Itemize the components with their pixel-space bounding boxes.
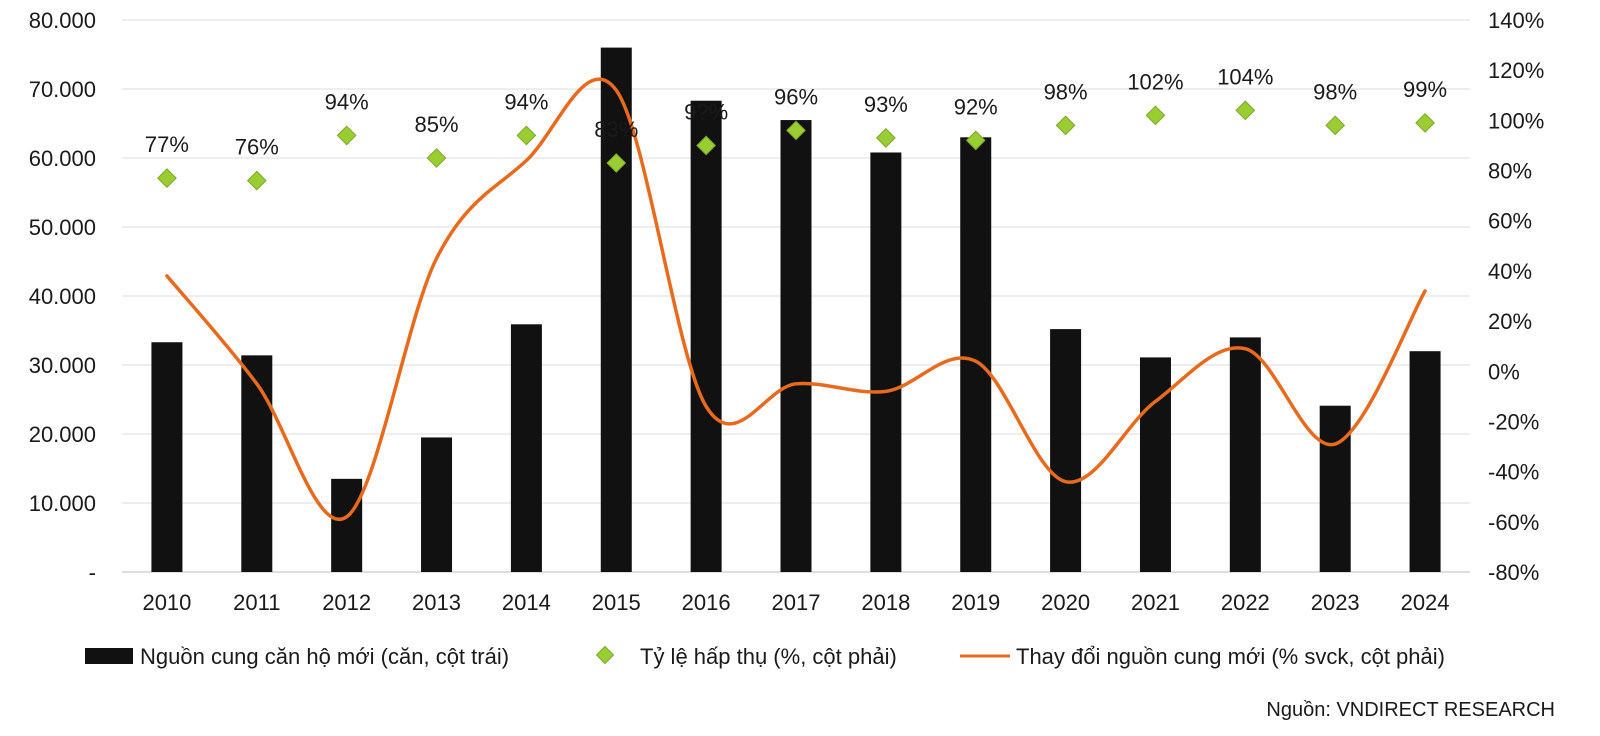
source-note: Nguồn: VNDIRECT RESEARCH [1266, 699, 1555, 721]
bar [1319, 405, 1351, 572]
scatter-point [875, 128, 896, 148]
data-label: 93% [864, 92, 908, 117]
data-label: 99% [1403, 77, 1447, 102]
bar [1050, 329, 1082, 572]
legend-scatter-label: Tỷ lệ hấp thụ (%, cột phải) [640, 644, 897, 669]
bar [421, 437, 453, 572]
scatter-point [1055, 115, 1076, 136]
right-tick-label: -40% [1488, 460, 1539, 485]
bar [690, 100, 722, 572]
data-label: 98% [1044, 79, 1088, 104]
line-series [165, 77, 1427, 521]
scatter-point [965, 130, 986, 151]
right-tick-label: -60% [1488, 510, 1539, 535]
bar [780, 120, 812, 573]
x-tick-label: 2017 [772, 590, 821, 615]
data-label: 9?% [684, 99, 728, 124]
line-path [165, 77, 1427, 521]
x-tick-label: 2021 [1131, 590, 1180, 615]
scatter-point [786, 120, 806, 141]
left-axis-ticks: - 10.000 20.000 30.000 40.000 50.000 60.000 70.… [29, 8, 96, 585]
bar [1139, 357, 1171, 572]
x-tick-label: 2020 [1041, 590, 1090, 615]
scatter-point [1325, 115, 1346, 136]
x-tick-label: 2016 [682, 590, 731, 615]
bar [1409, 351, 1441, 572]
bar [151, 342, 183, 572]
scatter-point [336, 125, 357, 146]
bar [1229, 337, 1261, 572]
x-tick-label: 2024 [1401, 590, 1450, 615]
left-tick-label: - [89, 560, 96, 585]
data-label: 85% [415, 112, 459, 137]
data-label: 102% [1127, 69, 1183, 94]
data-label: 83% [594, 117, 638, 142]
x-tick-label: 2014 [502, 590, 551, 615]
legend-scatter-swatch [595, 645, 615, 665]
left-tick-label: 30.000 [29, 353, 96, 378]
data-label: 98% [1313, 79, 1357, 104]
x-tick-label: 2015 [592, 590, 641, 615]
x-tick-label: 2012 [322, 590, 371, 615]
scatter-point [606, 153, 627, 173]
scatter-point [696, 135, 717, 156]
bar [870, 152, 902, 573]
left-tick-label: 40.000 [29, 284, 96, 309]
x-tick-label: 2018 [861, 590, 910, 615]
right-tick-label: -20% [1488, 409, 1539, 434]
left-tick-label: 10.000 [29, 491, 96, 516]
left-tick-label: 80.000 [29, 8, 96, 33]
right-tick-label: 80% [1488, 159, 1532, 184]
data-label: 92% [954, 94, 998, 119]
legend-line-label: Thay đổi nguồn cung mới (% svck, cột phả… [1016, 644, 1445, 669]
data-label: 104% [1217, 64, 1273, 89]
bar-series [151, 47, 1441, 573]
scatter-point [1145, 105, 1166, 126]
right-tick-label: -80% [1488, 560, 1539, 585]
x-tick-label: 2019 [951, 590, 1000, 615]
data-label: 96% [774, 84, 818, 109]
bar [241, 355, 273, 572]
scatter-point [246, 170, 267, 191]
data-label: 77% [145, 132, 189, 157]
right-tick-label: 120% [1488, 58, 1544, 83]
right-tick-label: 100% [1488, 108, 1544, 133]
right-tick-label: 20% [1488, 309, 1532, 334]
x-tick-label: 2022 [1221, 590, 1270, 615]
bar [331, 478, 363, 572]
scatter-point [1415, 112, 1435, 133]
x-tick-label: 2013 [412, 590, 461, 615]
x-tick-label: 2023 [1311, 590, 1360, 615]
bar [960, 137, 992, 573]
scatter-point [157, 168, 177, 188]
right-tick-label: 60% [1488, 209, 1532, 234]
legend-bar-label: Nguồn cung căn hộ mới (căn, cột trái) [140, 644, 509, 669]
data-label: 94% [504, 89, 548, 114]
scatter-point [426, 148, 447, 168]
legend: Nguồn cung căn hộ mới (căn, cột trái) Tỷ… [85, 644, 1445, 669]
left-tick-label: 50.000 [29, 215, 96, 240]
scatter-point [516, 125, 537, 146]
right-axis-ticks: -80% -60% -40% -20% 0% 20% 40% 60% 80% 100% 120% 14… [1488, 8, 1544, 585]
scatter-point [1235, 100, 1256, 121]
bar [510, 324, 542, 572]
left-tick-label: 60.000 [29, 146, 96, 171]
scatter-series: 77% 76% 94% 85% 94% 83% 9?% 96% 93% 92% 98% 102% 104… [145, 64, 1447, 191]
bar [600, 47, 632, 573]
x-tick-label: 2011 [233, 590, 280, 615]
data-label: 94% [325, 89, 369, 114]
right-tick-label: 140% [1488, 8, 1544, 33]
legend-bar-swatch [85, 648, 133, 664]
x-tick-label: 2010 [142, 590, 191, 615]
left-tick-label: 70.000 [29, 77, 96, 102]
data-label: 76% [235, 135, 279, 160]
left-tick-label: 20.000 [29, 422, 96, 447]
x-axis-ticks: 2010 2011 2012 2013 2014 2015 2016 2017 2018 2019… [142, 590, 1449, 615]
right-tick-label: 40% [1488, 259, 1532, 284]
right-tick-label: 0% [1488, 359, 1520, 384]
